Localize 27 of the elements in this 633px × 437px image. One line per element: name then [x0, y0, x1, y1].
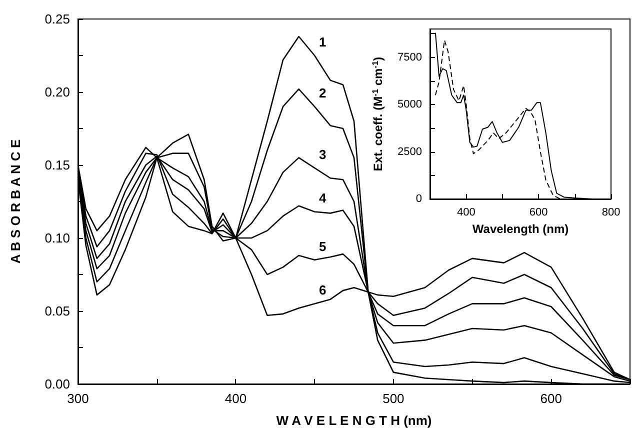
y-tick-label: 0.05: [44, 304, 70, 318]
series-label: 5: [318, 238, 326, 254]
x-axis-title: W A V E L E N G T H (nm): [276, 413, 432, 428]
x-tick-label: 400: [224, 391, 247, 406]
y-tick-label: 0.10: [44, 230, 70, 246]
y-tick-label: 0.00: [44, 376, 70, 392]
y-tick-label: 0: [416, 193, 422, 205]
x-tick-label: 600: [529, 206, 548, 218]
x-tick-label: 800: [602, 206, 620, 218]
series-label: 3: [318, 146, 326, 162]
series-label: 2: [318, 86, 326, 101]
x-tick-label: 600: [540, 391, 562, 406]
x-tick-label: 500: [382, 391, 404, 406]
x-axis-title: Wavelength (nm): [472, 222, 569, 236]
y-axis-title: A B S O R B A N C E: [8, 139, 23, 264]
x-tick-label: 400: [457, 206, 476, 218]
y-tick-label: 0.25: [44, 12, 70, 26]
series-label: 6: [318, 282, 326, 298]
y-tick-label: 7500: [398, 51, 422, 64]
x-tick-label: 300: [67, 391, 89, 406]
y-tick-label: 5000: [398, 98, 422, 111]
y-tick-label: 2500: [398, 146, 422, 158]
y-tick-label: 0.15: [44, 158, 70, 172]
series-label: 4: [318, 190, 327, 206]
y-tick-label: 0.20: [44, 84, 70, 100]
series-label: 1: [318, 34, 326, 50]
y-axis-title: Ext. coeff. (M-1 cm-1): [370, 56, 385, 172]
